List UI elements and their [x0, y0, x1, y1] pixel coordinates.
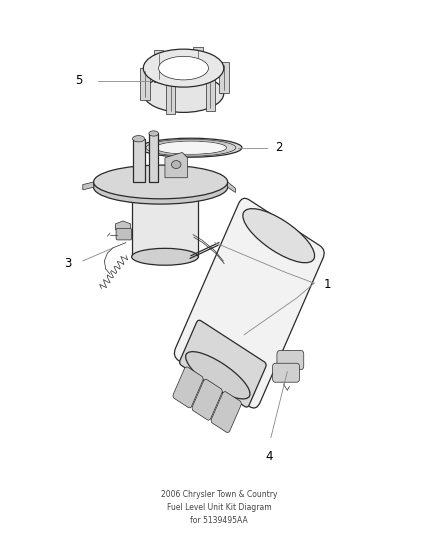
- FancyBboxPatch shape: [192, 379, 223, 420]
- Polygon shape: [149, 133, 159, 182]
- Polygon shape: [228, 182, 236, 192]
- Ellipse shape: [143, 49, 224, 87]
- Text: 2: 2: [275, 141, 283, 154]
- Polygon shape: [165, 152, 187, 177]
- FancyBboxPatch shape: [211, 392, 241, 433]
- Polygon shape: [133, 139, 145, 182]
- FancyBboxPatch shape: [173, 367, 203, 408]
- Ellipse shape: [243, 208, 314, 263]
- Polygon shape: [166, 83, 176, 115]
- Text: 1: 1: [324, 278, 331, 290]
- Ellipse shape: [146, 139, 236, 156]
- Ellipse shape: [171, 160, 181, 168]
- Ellipse shape: [140, 138, 242, 157]
- FancyBboxPatch shape: [277, 351, 304, 369]
- FancyBboxPatch shape: [174, 198, 324, 408]
- Ellipse shape: [155, 141, 226, 155]
- Text: 4: 4: [265, 450, 272, 463]
- Polygon shape: [194, 47, 203, 79]
- Ellipse shape: [132, 248, 198, 265]
- Polygon shape: [116, 221, 131, 232]
- Ellipse shape: [186, 352, 250, 399]
- Polygon shape: [140, 68, 150, 100]
- Ellipse shape: [159, 56, 208, 80]
- FancyBboxPatch shape: [272, 363, 300, 382]
- Polygon shape: [154, 51, 163, 82]
- Ellipse shape: [149, 131, 159, 136]
- Polygon shape: [219, 62, 229, 93]
- Ellipse shape: [132, 179, 198, 196]
- Polygon shape: [205, 79, 215, 111]
- Text: 3: 3: [64, 256, 71, 270]
- Text: 5: 5: [75, 74, 83, 87]
- Text: 2006 Chrysler Town & Country
Fuel Level Unit Kit Diagram
for 5139495AA: 2006 Chrysler Town & Country Fuel Level …: [161, 490, 277, 526]
- Ellipse shape: [133, 135, 145, 142]
- Ellipse shape: [94, 171, 228, 204]
- Ellipse shape: [94, 165, 228, 199]
- FancyBboxPatch shape: [180, 320, 266, 407]
- Polygon shape: [132, 187, 198, 257]
- Ellipse shape: [143, 75, 224, 112]
- Polygon shape: [83, 182, 94, 190]
- FancyBboxPatch shape: [116, 228, 132, 240]
